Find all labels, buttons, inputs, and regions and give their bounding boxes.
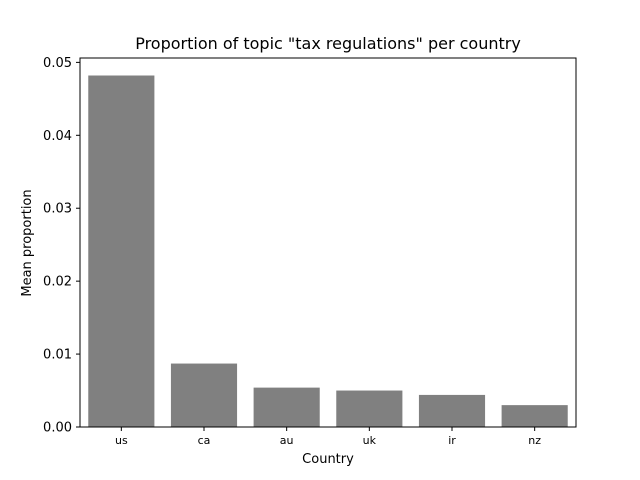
x-tick-label: au xyxy=(280,434,294,447)
x-tick-label: us xyxy=(115,434,128,447)
plot-area: 0.00 0.01 0.02 0.03 0.04 0.05 us ca au uk ir nz xyxy=(43,56,577,447)
y-tick-label: 0.01 xyxy=(43,348,72,363)
x-tick-label: nz xyxy=(528,434,541,447)
y-tick-label: 0.02 xyxy=(43,275,72,290)
x-tick-label: uk xyxy=(363,434,377,447)
bar-us xyxy=(88,75,155,427)
bar-uk xyxy=(336,390,403,427)
bar-au xyxy=(253,387,320,427)
y-axis-label: Mean proportion xyxy=(20,189,35,296)
x-tick-label: ca xyxy=(198,434,211,447)
x-axis-label: Country xyxy=(302,452,354,467)
x-tick-label: ir xyxy=(448,434,456,447)
y-tick-label: 0.03 xyxy=(43,202,72,217)
y-tick-label: 0.04 xyxy=(43,129,72,144)
bar-ca xyxy=(170,363,238,427)
y-tick-label: 0.05 xyxy=(43,56,72,71)
axes-frame xyxy=(79,57,577,428)
bar-ir xyxy=(418,394,486,427)
y-tick-label: 0.00 xyxy=(43,421,72,436)
bar-nz xyxy=(501,405,568,427)
chart-title: Proportion of topic "tax regulations" pe… xyxy=(135,34,521,53)
